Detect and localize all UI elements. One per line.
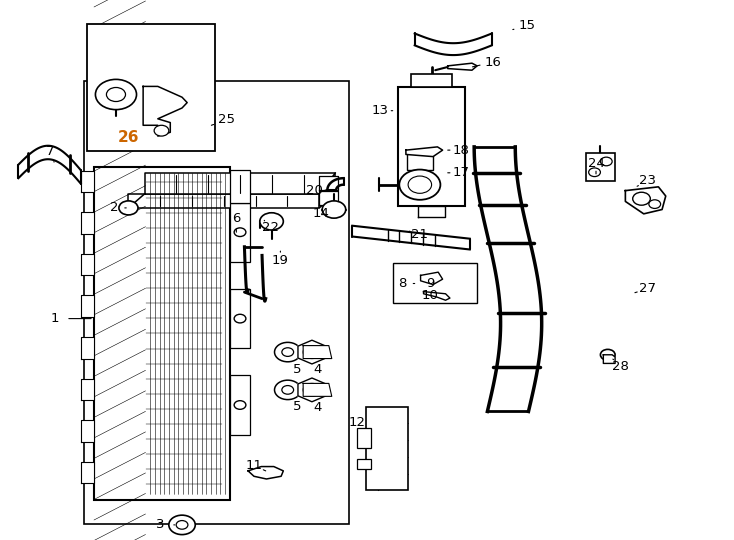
Bar	[357, 428, 371, 448]
Circle shape	[176, 521, 188, 529]
Text: 9: 9	[426, 277, 435, 290]
Circle shape	[169, 515, 195, 535]
Bar	[407, 152, 433, 170]
Polygon shape	[303, 383, 332, 396]
Polygon shape	[424, 292, 450, 300]
Circle shape	[408, 176, 432, 193]
Text: 1: 1	[51, 312, 59, 325]
Circle shape	[154, 125, 169, 136]
Bar	[94, 167, 230, 500]
Polygon shape	[421, 272, 443, 285]
Circle shape	[399, 170, 440, 200]
Circle shape	[282, 348, 294, 356]
Text: 27: 27	[639, 282, 656, 295]
Text: 2: 2	[109, 201, 118, 214]
Polygon shape	[406, 147, 443, 157]
Text: 14: 14	[313, 207, 330, 220]
Text: 16: 16	[485, 56, 501, 69]
Bar	[393, 263, 477, 303]
Bar	[398, 87, 465, 206]
Circle shape	[589, 168, 600, 177]
Text: 26: 26	[117, 130, 139, 145]
Text: 10: 10	[422, 289, 438, 302]
Polygon shape	[81, 337, 94, 359]
Polygon shape	[319, 191, 338, 205]
Circle shape	[303, 383, 321, 396]
Bar	[230, 289, 250, 348]
Polygon shape	[625, 187, 666, 214]
Polygon shape	[298, 378, 326, 402]
Bar	[84, 81, 349, 524]
Text: 5: 5	[293, 400, 302, 413]
Polygon shape	[81, 420, 94, 442]
Circle shape	[649, 200, 661, 208]
Text: 15: 15	[518, 19, 536, 32]
Text: 23: 23	[639, 174, 656, 187]
Circle shape	[322, 201, 346, 218]
Polygon shape	[145, 173, 335, 194]
Circle shape	[303, 346, 321, 359]
Text: 22: 22	[261, 221, 279, 234]
Circle shape	[600, 157, 612, 166]
Bar	[230, 202, 250, 262]
Circle shape	[282, 386, 294, 394]
Bar	[357, 458, 371, 469]
Text: 18: 18	[453, 144, 469, 157]
Polygon shape	[81, 254, 94, 275]
Text: 13: 13	[371, 104, 389, 117]
Polygon shape	[303, 346, 332, 359]
Text: 3: 3	[156, 518, 164, 531]
Circle shape	[275, 380, 301, 400]
Text: 4: 4	[313, 401, 321, 414]
Polygon shape	[248, 467, 283, 479]
Polygon shape	[81, 295, 94, 317]
Bar	[230, 170, 250, 202]
Text: 21: 21	[411, 228, 429, 241]
Circle shape	[600, 349, 615, 360]
Polygon shape	[81, 462, 94, 483]
Text: 20: 20	[306, 184, 322, 197]
Polygon shape	[418, 206, 445, 217]
Text: 24: 24	[588, 157, 604, 170]
Bar	[411, 74, 452, 87]
Bar	[230, 375, 250, 435]
Text: 19: 19	[272, 254, 288, 267]
Circle shape	[119, 201, 138, 215]
Polygon shape	[128, 194, 319, 208]
Circle shape	[106, 87, 126, 102]
Polygon shape	[319, 176, 338, 191]
Text: 4: 4	[313, 363, 321, 376]
Circle shape	[234, 228, 246, 237]
Text: 8: 8	[398, 277, 407, 290]
Circle shape	[95, 79, 137, 110]
Text: 6: 6	[232, 212, 241, 225]
Circle shape	[275, 342, 301, 362]
Circle shape	[234, 401, 246, 409]
Circle shape	[260, 213, 283, 230]
Polygon shape	[448, 63, 477, 70]
Bar	[586, 153, 615, 181]
Bar	[366, 407, 408, 490]
Polygon shape	[81, 171, 94, 192]
Circle shape	[234, 314, 246, 323]
Text: 11: 11	[245, 459, 263, 472]
Circle shape	[633, 192, 650, 205]
Text: 5: 5	[293, 363, 302, 376]
Bar	[87, 24, 215, 151]
Polygon shape	[143, 86, 187, 136]
Polygon shape	[81, 379, 94, 400]
Polygon shape	[298, 340, 326, 364]
Text: 25: 25	[217, 113, 235, 126]
Polygon shape	[81, 212, 94, 234]
Polygon shape	[603, 355, 615, 363]
Text: 28: 28	[612, 360, 628, 373]
Text: 17: 17	[452, 166, 470, 179]
Text: 12: 12	[348, 416, 366, 429]
Text: 7: 7	[46, 145, 54, 158]
